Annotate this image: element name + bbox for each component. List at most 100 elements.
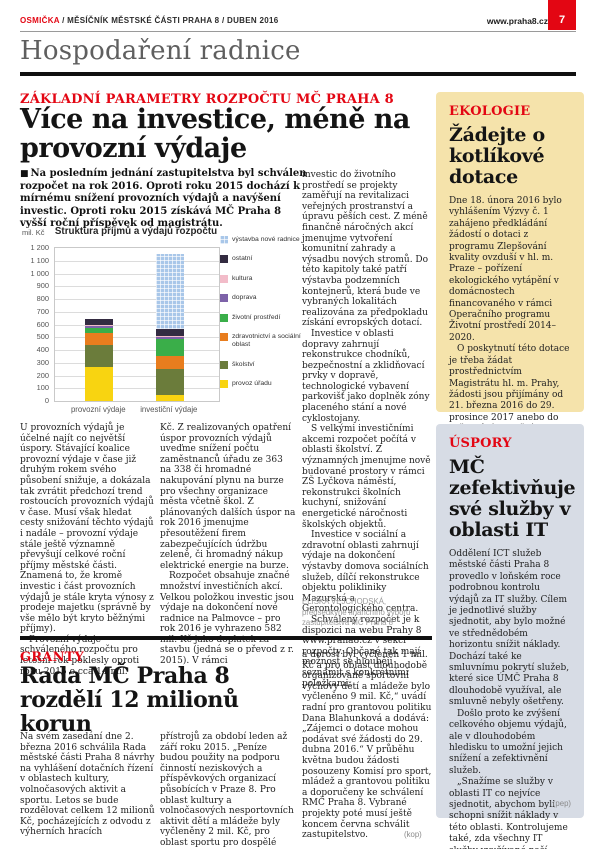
issue-meta-text: / MĚSÍČNÍK MĚSTSKÉ ČÁSTI PRAHA 8 / DUBEN…: [59, 16, 279, 25]
bar-segment-zdravotnictví-a-sociální-oblast: [155, 356, 184, 370]
granty-kicker: GRANTY: [20, 650, 85, 665]
legend-item: provoz úřadu: [220, 380, 302, 389]
bar-segment-ostatní: [85, 318, 114, 325]
legend-swatch-icon: [220, 380, 228, 389]
gridline: [55, 350, 219, 351]
granty-column-1: Na svém zasedání dne 2. března 2016 schv…: [20, 732, 156, 838]
y-tick-label: 1 000: [30, 268, 50, 278]
legend-label: provoz úřadu: [232, 380, 272, 388]
y-tick-label: 800: [36, 294, 49, 303]
article-column-1: U provozních výdajů je účelné najít co n…: [20, 423, 156, 677]
gridline: [55, 388, 219, 390]
legend-swatch-icon: [220, 313, 228, 322]
legend-item: výstavba nové radnice: [220, 236, 302, 244]
square-bullet-icon: ■: [20, 169, 29, 179]
gridline: [55, 337, 219, 339]
y-tick-label: 300: [36, 357, 49, 367]
chart-legend: výstavba nové radnice ostatní kultura dopra…: [220, 236, 302, 400]
legend-swatch-icon: [220, 360, 228, 369]
paragraph: Rozpočet obsahuje značné množství invest…: [160, 571, 294, 667]
granty-column-3: a dorost byl vyčleněn 1 mil. Kč a pro ob…: [302, 650, 432, 840]
issue-meta: OSMIČKA / MĚSÍČNÍK MĚSTSKÉ ČÁSTI PRAHA 8…: [20, 16, 278, 25]
gridline: [55, 362, 219, 364]
legend-item: ostatní: [220, 255, 302, 264]
ekologie-kicker: EKOLOGIE: [449, 104, 531, 119]
article-kicker: ZÁKLADNÍ PARAMETRY ROZPOČTU MČ PRAHA 8: [20, 92, 394, 107]
bar-segment-kultura: [85, 324, 114, 326]
paragraph: a dorost byl vyčleněn 1 mil. Kč a pro ob…: [302, 650, 432, 841]
legend-item: zdravotnictví a sociální oblast: [220, 333, 302, 350]
legend-item: doprava: [220, 294, 302, 303]
y-tick-label: 900: [36, 281, 49, 291]
legend-label: životní prostředí: [232, 313, 281, 321]
bar-segment-ostatní: [155, 328, 184, 337]
bar-segment-zdravotnictví-a-sociální-oblast: [85, 333, 114, 345]
legend-label: ostatní: [232, 255, 253, 263]
website-url: www.praha8.cz: [486, 16, 548, 26]
bar-segment-výstavba-nové-radnice: [155, 253, 184, 329]
gridline: [55, 286, 219, 288]
x-category-label: investiční výdaje: [140, 405, 198, 414]
uspory-author-sign: (pep): [552, 799, 571, 808]
paragraph: S velkými investičními akcemi rozpočet p…: [302, 424, 431, 530]
paragraph: Na svém zasedání dne 2. března 2016 schv…: [20, 732, 155, 838]
x-category-label: provozní výdaje: [70, 405, 126, 414]
section-divider: [20, 72, 576, 76]
page-number-badge: 7: [548, 0, 576, 30]
paragraph: Schválený rozpočet je k dispozici na web…: [302, 614, 422, 689]
paragraph: předsedkyně finančního výboru: [302, 607, 411, 617]
legend-swatch-icon: [220, 274, 228, 283]
article-bottom-divider: [20, 636, 432, 640]
uspory-kicker: ÚSPORY: [449, 436, 512, 451]
bar-segment-doprava: [85, 325, 114, 328]
legend-swatch-icon: [220, 333, 228, 342]
y-tick-label: 0: [44, 396, 49, 405]
article-column-2: Kč. Z realizovaných opatření úspor provo…: [160, 423, 296, 667]
gridline: [55, 273, 219, 275]
y-tick-label: 1 200: [30, 243, 50, 252]
uspory-title: MČ zefektivňuje své služby v oblasti IT: [449, 456, 576, 541]
paragraph: Oddělení ICT služeb městské části Praha …: [449, 549, 570, 708]
paragraph: U provozních výdajů je účelné najít co n…: [20, 423, 154, 635]
legend-swatch-icon: [220, 255, 228, 264]
page-number: 7: [558, 14, 566, 26]
gridline: [55, 311, 219, 313]
paragraph: zastupitelstva MČ Praha 8: [302, 618, 394, 627]
bar-segment-školství: [155, 369, 184, 396]
chart-title: Struktura příjmů a výdajů rozpočtu: [54, 226, 218, 237]
chart-plot-area: [54, 247, 220, 402]
article-author-credit: ELIŠKA VEJCHODSKÁ, předsedkyně finančního…: [302, 597, 432, 629]
section-title: Hospodaření radnice: [20, 36, 301, 66]
legend-item: kultura: [220, 274, 302, 283]
paragraph: ELIŠKA VEJCHODSKÁ,: [302, 597, 387, 606]
y-tick-label: 400: [36, 345, 49, 354]
bar-segment-kultura: [155, 336, 184, 338]
paragraph: Investice v oblasti dopravy zahrnují rek…: [302, 328, 430, 424]
gridline: [55, 260, 219, 262]
legend-item: životní prostředí: [220, 313, 302, 322]
legend-swatch-icon: [220, 236, 228, 244]
bar-segment-provoz-úřadu: [85, 366, 114, 401]
y-tick-label: 700: [36, 306, 49, 316]
chart-unit-label: mil. Kč: [22, 228, 45, 237]
legend-swatch-icon: [220, 294, 228, 303]
bar-segment-školství: [85, 344, 114, 367]
magazine-brand: OSMIČKA: [20, 16, 60, 25]
chart-x-axis: provozní výdaje investiční výdaje: [54, 405, 218, 417]
paragraph: Dne 18. února 2016 bylo vyhlášením Výzvy…: [449, 196, 562, 343]
bar-segment-životní-prostředí: [85, 327, 114, 334]
legend-label: školství: [232, 360, 255, 368]
granty-headline: Rada MČ Praha 8 rozdělí 12 milionů korun: [20, 663, 239, 737]
legend-item: školství: [220, 360, 302, 369]
article-lead-text: Na posledním jednání zastupitelstva byl …: [20, 168, 307, 230]
legend-label: kultura: [232, 274, 253, 282]
y-tick-label: 200: [36, 370, 49, 380]
paragraph: Kč. Z realizovaných opatření úspor provo…: [160, 423, 296, 571]
uspory-text: Oddělení ICT služeb městské části Praha …: [449, 549, 571, 849]
bar-segment-provoz-úřadu: [155, 395, 184, 401]
gridline: [55, 324, 219, 326]
granty-column-2: přístrojů za období leden až září roku 2…: [160, 732, 296, 849]
paragraph: investic do životního prostředí se proje…: [302, 170, 429, 329]
article-headline: Více na investice, méně na provozní výda…: [20, 104, 410, 164]
